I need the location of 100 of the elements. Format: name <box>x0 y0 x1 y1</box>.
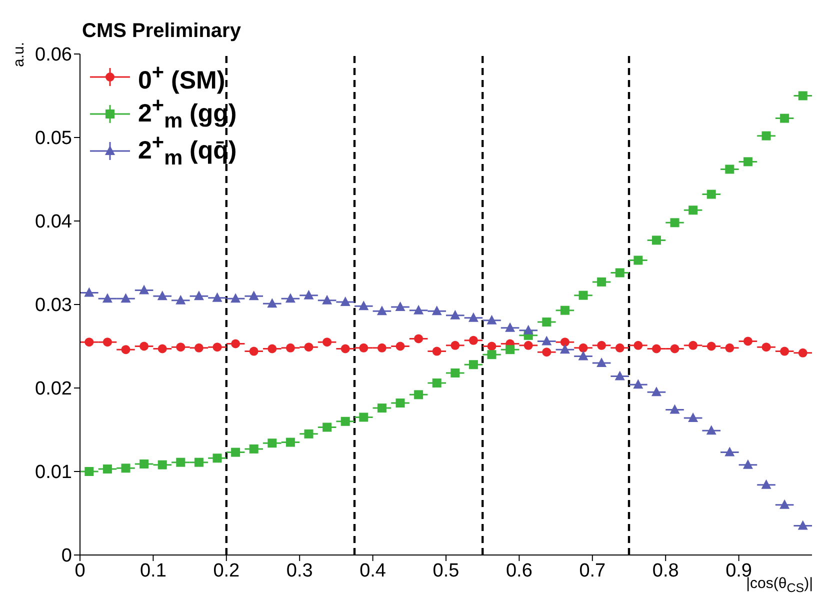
point <box>139 284 150 294</box>
point <box>670 344 680 354</box>
point <box>596 357 607 367</box>
y-tick-label: 0 <box>61 546 72 567</box>
point <box>633 379 644 389</box>
y-tick-label: 0.04 <box>35 212 72 233</box>
point <box>158 344 167 354</box>
point <box>414 304 424 314</box>
point <box>176 342 186 352</box>
point <box>468 336 478 345</box>
y-tick-label: 0.03 <box>35 295 72 316</box>
legend-label: 0$^{+}$ (SM) <box>138 60 226 94</box>
point <box>304 429 314 438</box>
point <box>798 520 808 530</box>
point <box>725 343 734 352</box>
point <box>743 157 752 166</box>
point <box>614 370 625 380</box>
point <box>322 422 332 432</box>
point <box>102 293 112 303</box>
point <box>230 293 241 303</box>
point <box>212 454 222 463</box>
y-tick-label: 0.06 <box>35 44 72 66</box>
point <box>377 343 386 352</box>
x-tick-label: 0.5 <box>432 560 460 582</box>
point <box>395 302 406 312</box>
point <box>102 338 112 347</box>
point <box>286 438 295 447</box>
point <box>121 345 130 354</box>
y-tick-label: 0.01 <box>35 462 72 484</box>
point <box>176 294 186 304</box>
x-tick-label: 0.8 <box>652 560 679 582</box>
point <box>450 368 460 378</box>
point <box>102 464 112 474</box>
point <box>450 340 460 350</box>
point <box>706 342 716 351</box>
point <box>248 290 259 300</box>
point <box>762 342 771 352</box>
point <box>377 404 386 413</box>
point <box>560 344 570 354</box>
point <box>542 348 552 357</box>
point <box>487 342 496 351</box>
point <box>578 350 588 360</box>
point <box>322 294 332 304</box>
point <box>359 412 368 422</box>
point <box>340 344 350 354</box>
point <box>688 206 698 215</box>
point <box>268 438 277 448</box>
point <box>340 416 350 426</box>
point <box>560 306 570 315</box>
point <box>798 348 808 358</box>
x-tick-label: 0.1 <box>140 560 166 582</box>
point <box>725 164 734 174</box>
point <box>597 277 606 286</box>
point <box>212 292 222 302</box>
point <box>542 318 552 327</box>
point <box>267 298 278 308</box>
point <box>140 342 149 351</box>
point <box>432 346 442 356</box>
point <box>268 344 277 354</box>
point <box>652 236 661 245</box>
x-tick-label: 0.3 <box>286 560 313 582</box>
point <box>597 340 606 350</box>
point <box>194 290 204 300</box>
y-tick-label: 0.02 <box>35 378 72 400</box>
point <box>84 338 94 347</box>
point <box>359 343 368 352</box>
point <box>121 464 130 473</box>
point <box>176 458 186 467</box>
point <box>762 131 771 140</box>
point <box>120 293 131 303</box>
point <box>304 342 314 352</box>
point <box>157 290 168 300</box>
point <box>304 290 314 300</box>
point <box>194 343 204 352</box>
point <box>414 334 424 344</box>
point <box>651 386 662 396</box>
point <box>578 343 588 352</box>
point <box>688 340 698 350</box>
x-tick-label: 0 <box>74 560 86 582</box>
point <box>212 342 222 352</box>
point <box>506 345 515 354</box>
point <box>249 444 258 454</box>
y-axis-title: a.u. <box>10 42 28 67</box>
point <box>231 339 240 348</box>
point <box>670 218 680 228</box>
point <box>468 312 478 322</box>
point <box>358 300 369 310</box>
point <box>140 459 149 468</box>
point <box>670 404 680 414</box>
point <box>560 338 570 347</box>
point <box>706 190 716 199</box>
x-tick-label: 0.7 <box>579 560 606 582</box>
point <box>615 343 624 352</box>
point <box>231 448 240 457</box>
x-tick-label: 0.6 <box>506 560 532 582</box>
point <box>742 459 753 469</box>
point <box>432 378 442 388</box>
point <box>396 398 405 408</box>
point <box>634 256 643 265</box>
point <box>432 306 442 316</box>
